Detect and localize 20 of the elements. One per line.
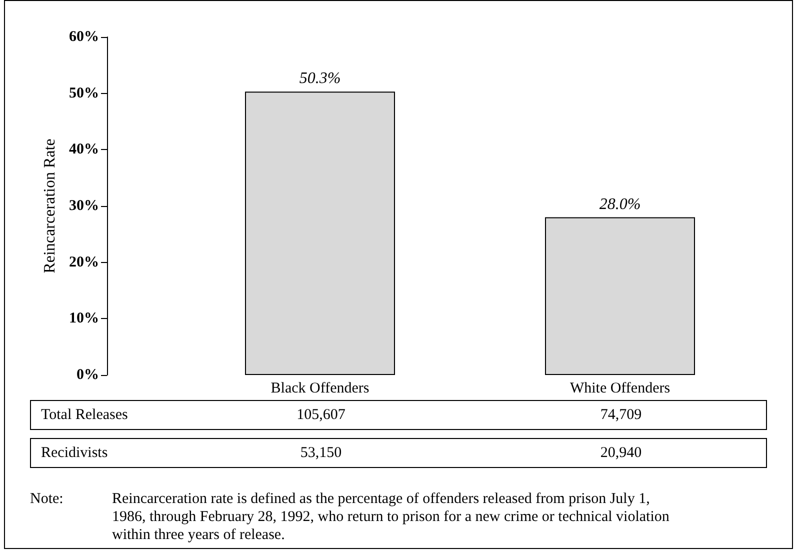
text: 74,709	[600, 407, 642, 424]
y-tick-label: 40%	[69, 142, 99, 158]
text: Total Releases	[41, 407, 128, 424]
y-tick-label: 20%	[69, 254, 99, 270]
text: Recidivists	[41, 445, 108, 462]
y-tick-label: 60%	[69, 29, 99, 45]
text: 20,940	[600, 445, 642, 462]
y-tick-label: 0%	[76, 367, 99, 383]
text: 105,607	[296, 407, 346, 424]
text: 53,150	[300, 445, 342, 462]
data-label: 50.3%	[299, 70, 341, 88]
x-tick-label: White Offenders	[570, 380, 670, 396]
text: Reincarceration rate is defined as the percentage of offenders released from prison July 1, 1986, through February 28, 1992, who return to prison for a new crime or technical violation within three years of release.	[112, 490, 670, 544]
y-tick-label: 10%	[69, 310, 99, 327]
y-tick-label: 50%	[69, 85, 99, 102]
data-label: 28.0%	[599, 196, 641, 213]
text: Note:	[30, 490, 64, 508]
y-axis-title: Reincarceration Rate	[42, 138, 59, 274]
x-tick-label: Black Offenders	[270, 380, 370, 396]
y-tick-label: 30%	[69, 198, 99, 214]
